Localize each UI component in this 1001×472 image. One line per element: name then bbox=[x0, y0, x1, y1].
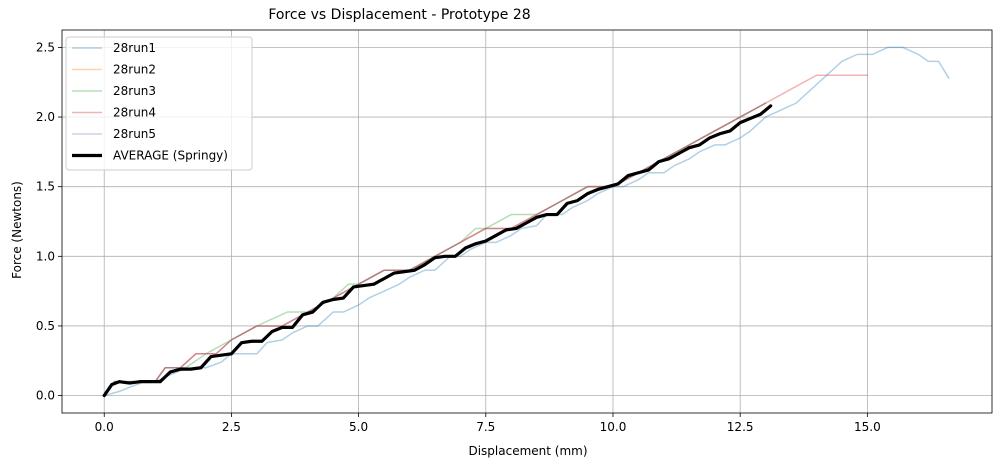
legend: 28run1 28run2 28run3 28run4 28run5 AVERAGE (S… bbox=[65, 36, 253, 171]
series-line-28run1 bbox=[103, 46, 950, 397]
y-tick-label: 0.5 bbox=[36, 319, 55, 333]
chart-title: Force vs Displacement - Prototype 28 bbox=[268, 7, 530, 23]
x-tick-label: 0.0 bbox=[95, 420, 114, 434]
y-axis-label: Force (Newtons) bbox=[10, 181, 24, 279]
legend-label: 28run3 bbox=[113, 84, 156, 98]
y-tick-label: 2.5 bbox=[36, 40, 55, 54]
x-tick-label: 5.0 bbox=[349, 420, 368, 434]
tick-layer: 0.0 2.5 5.0 7.5 10.0 12.5 15.0 0.0 0.5 1.0 1.5 2.0 2… bbox=[36, 40, 881, 434]
plot-layer bbox=[102, 46, 950, 398]
x-tick-label: 2.5 bbox=[222, 420, 241, 434]
legend-label: 28run5 bbox=[113, 127, 156, 141]
y-tick-label: 2.0 bbox=[36, 110, 55, 124]
x-tick-label: 7.5 bbox=[476, 420, 495, 434]
series-line-average-springy bbox=[102, 104, 773, 398]
legend-label: 28run4 bbox=[113, 106, 156, 120]
y-tick-label: 1.5 bbox=[36, 180, 55, 194]
x-tick-label: 12.5 bbox=[727, 420, 754, 434]
y-tick-label: 0.0 bbox=[36, 389, 55, 403]
axes-frame bbox=[61, 29, 993, 414]
x-tick-label: 15.0 bbox=[854, 420, 881, 434]
legend-label: 28run1 bbox=[113, 41, 156, 55]
legend-box bbox=[65, 36, 253, 171]
series-line-28run4 bbox=[103, 74, 869, 397]
grid-layer bbox=[62, 30, 992, 413]
y-tick-label: 1.0 bbox=[36, 249, 55, 263]
x-axis-label: Displacement (mm) bbox=[468, 444, 587, 458]
x-tick-label: 10.0 bbox=[600, 420, 627, 434]
legend-label: AVERAGE (Springy) bbox=[113, 149, 228, 163]
legend-label: 28run2 bbox=[113, 63, 156, 77]
